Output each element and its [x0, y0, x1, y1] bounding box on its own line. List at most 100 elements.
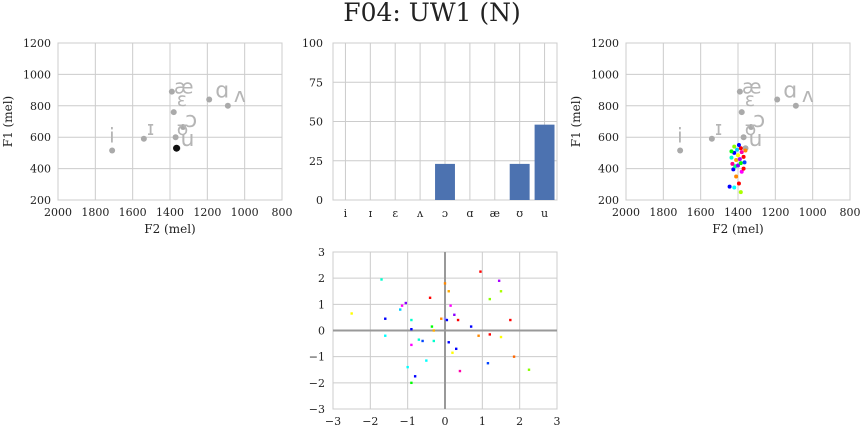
- y-tick-label: 1000: [591, 68, 619, 81]
- y-tick-label: 800: [30, 100, 51, 113]
- bar-ʊ: [509, 163, 530, 200]
- reference-vowel-point: [140, 135, 147, 142]
- standardized-point: [449, 304, 452, 307]
- reference-vowel-label: æ: [174, 75, 194, 99]
- standardized-point: [443, 317, 447, 320]
- x-tick-label: 3: [554, 415, 561, 428]
- x-tick-label: 1200: [193, 206, 221, 219]
- standardized-point: [499, 290, 503, 293]
- token-point: [732, 185, 737, 190]
- y-axis-label: F1 (mel): [1, 96, 15, 147]
- token-point: [737, 157, 742, 162]
- reference-vowel-label: ɛ: [177, 89, 187, 111]
- token-point: [739, 150, 744, 155]
- standardized-point: [384, 334, 387, 337]
- y-tick-label: 600: [30, 131, 51, 144]
- standardized-point: [488, 333, 491, 336]
- reference-vowel-point: [109, 147, 116, 154]
- reference-vowel-point: [180, 123, 187, 130]
- y-tick-label: 1: [318, 298, 325, 311]
- standardized-point: [410, 327, 413, 331]
- standardized-point: [497, 279, 501, 282]
- x-tick-label: 2000: [44, 206, 72, 219]
- standardized-point: [432, 329, 435, 332]
- y-tick-label: 50: [309, 116, 323, 129]
- token-point: [736, 143, 741, 148]
- y-tick-label: 25: [309, 155, 323, 168]
- token-point: [741, 154, 746, 159]
- standardized-point: [380, 278, 383, 281]
- standardized-point: [399, 308, 402, 311]
- standardized-point: [453, 313, 456, 316]
- reference-vowel-label: ɪ: [715, 116, 722, 140]
- y-tick-label: 600: [598, 131, 619, 144]
- reference-vowel-label: i: [677, 124, 683, 148]
- x-tick-label: i: [344, 207, 348, 220]
- standardized-point: [479, 270, 482, 273]
- reference-vowel-label: æ: [742, 75, 762, 99]
- token-point: [729, 149, 734, 154]
- token-point: [741, 166, 746, 171]
- y-tick-label: 100: [302, 37, 323, 50]
- x-tick-label: ʊ: [516, 207, 523, 220]
- vowel-space-plot-left: 2000 1800 1600 1400 1200 1000 800 200 400 600 800 1…: [1, 37, 293, 236]
- standardized-point: [499, 335, 503, 339]
- x-tick-label: ɔ: [442, 207, 448, 220]
- x-tick-label: ʌ: [416, 207, 424, 220]
- reference-vowel-point: [708, 135, 715, 142]
- y-tick-label: 1000: [23, 68, 51, 81]
- standardized-point: [428, 296, 432, 299]
- x-tick-label: 1400: [156, 206, 184, 219]
- standardized-point: [509, 318, 512, 322]
- standardized-point: [432, 339, 435, 343]
- standardized-point: [451, 351, 454, 354]
- y-tick-label: 200: [598, 194, 619, 207]
- token-point: [730, 161, 735, 166]
- x-tick-label: −1: [400, 415, 416, 428]
- standardized-point: [477, 334, 480, 337]
- token-point: [742, 160, 747, 165]
- x-tick-label: −2: [362, 415, 378, 428]
- vowel-bar-chart: i ɪ ɛ ʌ ɔ ɑ æ ʊ u 0 25 50 75 100: [302, 37, 558, 220]
- y-tick-label: 800: [598, 100, 619, 113]
- standardized-point: [445, 318, 449, 322]
- x-tick-label: 1000: [231, 206, 259, 219]
- x-tick-label: 1800: [81, 206, 109, 219]
- standardized-point: [413, 375, 417, 378]
- reference-vowel-label: ɛ: [745, 89, 755, 111]
- y-tick-label: 200: [30, 194, 51, 207]
- reference-vowel-label: ʊ: [177, 118, 189, 140]
- standardized-point: [410, 381, 413, 385]
- figure-title: F04: UW1 (N): [343, 0, 521, 27]
- y-tick-label: 400: [598, 163, 619, 176]
- x-tick-label: 1800: [649, 206, 677, 219]
- reference-vowel-point: [224, 102, 231, 109]
- reference-vowel-label: ʌ: [234, 83, 246, 107]
- x-tick-label: 800: [272, 206, 293, 219]
- standardized-point: [455, 347, 458, 351]
- standardized-point: [458, 369, 462, 373]
- x-tick-label: 2000: [612, 206, 640, 219]
- y-tick-label: −3: [309, 403, 325, 416]
- y-tick-label: 0: [316, 194, 323, 207]
- token-point: [729, 155, 734, 160]
- reference-vowel-label: ɔ: [753, 108, 765, 133]
- token-point: [736, 153, 740, 158]
- standardized-point: [410, 343, 413, 347]
- standardized-point: [400, 304, 404, 307]
- reference-vowel-label: ʌ: [802, 83, 814, 107]
- standardized-scatter-plot: −3 −2 −1 0 1 2 3 −3 −2 −1 0 1 2 3: [309, 246, 561, 428]
- reference-vowel-point: [748, 123, 755, 130]
- token-point: [734, 174, 739, 179]
- axes-frame: [57, 42, 283, 201]
- reference-vowel-point: [736, 88, 743, 95]
- x-tick-label: ɑ: [466, 207, 473, 220]
- reference-vowel-point: [677, 147, 684, 154]
- y-tick-label: 400: [30, 163, 51, 176]
- x-tick-label: 800: [840, 206, 861, 219]
- token-point: [735, 147, 740, 152]
- reference-vowel-label: u: [748, 127, 762, 152]
- x-tick-label: ɪ: [369, 207, 373, 220]
- y-tick-label: 2: [318, 272, 325, 285]
- token-point: [736, 163, 740, 168]
